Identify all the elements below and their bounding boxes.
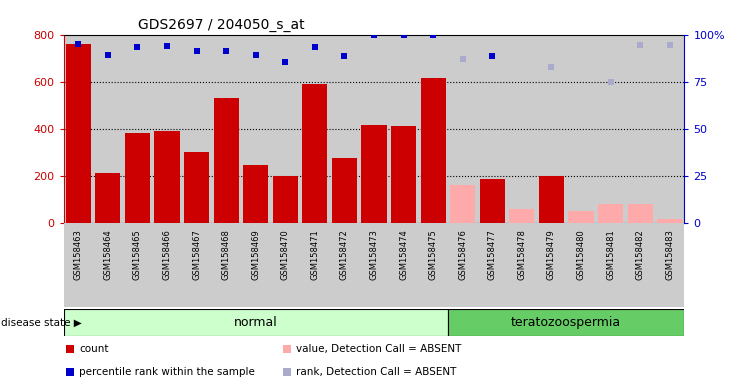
Text: normal: normal [234, 316, 278, 329]
Bar [448, 309, 684, 336]
Bar [509, 209, 534, 223]
Text: GSM158474: GSM158474 [399, 230, 408, 280]
Bar [539, 176, 564, 223]
Text: teratozoospermia: teratozoospermia [511, 316, 622, 329]
Bar [332, 158, 357, 223]
Bar [300, 223, 330, 307]
Bar [64, 223, 94, 307]
Bar [657, 219, 682, 223]
Bar [361, 125, 387, 223]
Text: count: count [79, 344, 108, 354]
Text: rank, Detection Call = ABSENT: rank, Detection Call = ABSENT [296, 367, 457, 377]
Bar [184, 152, 209, 223]
Bar [568, 211, 593, 223]
Text: GSM158469: GSM158469 [251, 230, 260, 280]
Text: GSM158467: GSM158467 [192, 230, 201, 280]
Bar [625, 223, 654, 307]
Text: GSM158466: GSM158466 [162, 230, 171, 280]
Bar [153, 223, 182, 307]
Bar [389, 35, 418, 223]
Text: GSM158480: GSM158480 [577, 230, 586, 280]
Bar [182, 223, 212, 307]
Bar [153, 35, 182, 223]
Text: GSM158482: GSM158482 [636, 230, 645, 280]
Bar [64, 35, 94, 223]
Text: GSM158481: GSM158481 [606, 230, 615, 280]
Text: GSM158478: GSM158478 [518, 230, 527, 280]
Bar [125, 133, 150, 223]
Bar [155, 131, 180, 223]
Bar [598, 204, 623, 223]
Bar [654, 35, 684, 223]
Text: GDS2697 / 204050_s_at: GDS2697 / 204050_s_at [138, 18, 304, 32]
Bar [330, 223, 359, 307]
Text: GSM158465: GSM158465 [133, 230, 142, 280]
Bar [418, 35, 448, 223]
Text: GSM158476: GSM158476 [459, 230, 468, 280]
Bar [477, 223, 507, 307]
Bar [182, 35, 212, 223]
Text: GSM158463: GSM158463 [74, 230, 83, 280]
Bar [123, 223, 153, 307]
Bar [595, 35, 625, 223]
Bar [241, 35, 271, 223]
Bar [359, 35, 389, 223]
Bar [66, 44, 91, 223]
Bar [536, 35, 566, 223]
Text: GSM158473: GSM158473 [370, 230, 378, 280]
Bar [94, 35, 123, 223]
Bar [628, 204, 653, 223]
Bar [271, 35, 300, 223]
Bar [94, 223, 123, 307]
Text: GSM158464: GSM158464 [103, 230, 112, 280]
Text: value, Detection Call = ABSENT: value, Detection Call = ABSENT [296, 344, 462, 354]
Bar [479, 179, 505, 223]
Bar [448, 35, 477, 223]
Text: percentile rank within the sample: percentile rank within the sample [79, 367, 255, 377]
Text: GSM158472: GSM158472 [340, 230, 349, 280]
Bar [302, 84, 328, 223]
Text: GSM158475: GSM158475 [429, 230, 438, 280]
Bar [477, 35, 507, 223]
Text: GSM158477: GSM158477 [488, 230, 497, 280]
Bar [95, 173, 120, 223]
Bar [450, 185, 475, 223]
Bar [359, 223, 389, 307]
Text: GSM158468: GSM158468 [221, 230, 230, 280]
Text: GSM158471: GSM158471 [310, 230, 319, 280]
Bar [418, 223, 448, 307]
Bar [595, 223, 625, 307]
Bar [330, 35, 359, 223]
Bar [566, 35, 595, 223]
Bar [241, 223, 271, 307]
Bar [212, 223, 241, 307]
Bar [507, 223, 536, 307]
Text: GSM158483: GSM158483 [665, 230, 674, 280]
Bar [300, 35, 330, 223]
Text: disease state ▶: disease state ▶ [1, 318, 82, 328]
Bar [420, 78, 446, 223]
Bar [566, 223, 595, 307]
Bar [391, 126, 416, 223]
Bar [214, 98, 239, 223]
Bar [536, 223, 566, 307]
Bar [123, 35, 153, 223]
Bar [654, 223, 684, 307]
Bar [389, 223, 418, 307]
Text: GSM158470: GSM158470 [280, 230, 289, 280]
Text: GSM158479: GSM158479 [547, 230, 556, 280]
Bar [448, 223, 477, 307]
Bar [271, 223, 300, 307]
Bar [243, 165, 269, 223]
Bar [625, 35, 654, 223]
Bar [273, 176, 298, 223]
Bar [507, 35, 536, 223]
Bar [212, 35, 241, 223]
Bar [64, 309, 448, 336]
